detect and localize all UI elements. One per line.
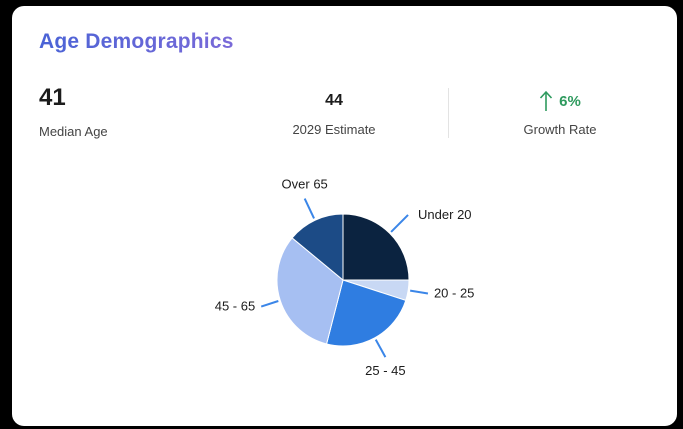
arrow-up-icon	[540, 90, 553, 111]
pie-slice-label: Under 20	[418, 207, 471, 222]
pie-leader-line	[260, 300, 279, 308]
pie-leader-line	[303, 198, 315, 219]
pie-slice	[325, 279, 407, 347]
estimate-metric: 44 2029 Estimate	[274, 92, 394, 137]
card-title: Age Demographics	[39, 30, 234, 53]
pie-slice-label: 25 - 45	[365, 363, 405, 378]
pie-leader-line	[374, 339, 387, 358]
pie-slice-label: 20 - 25	[434, 285, 474, 300]
growth-rate-label: Growth Rate	[523, 122, 597, 137]
pie-slice	[276, 237, 344, 345]
pie-slice-label: Over 65	[282, 177, 328, 192]
metric-divider	[448, 88, 449, 138]
estimate-value: 44	[325, 92, 343, 109]
pie-leader-line	[390, 214, 409, 233]
growth-rate-metric: 6% Growth Rate	[490, 90, 630, 137]
age-demographics-card: Age Demographics 41 Median Age 44 2029 E…	[12, 6, 677, 426]
pie-leader-line	[410, 289, 429, 295]
estimate-label: 2029 Estimate	[292, 122, 376, 137]
growth-value-row: 6%	[490, 90, 630, 112]
pie-slice	[291, 213, 344, 282]
pie-slice-label: 45 - 65	[215, 299, 255, 314]
median-age-value: 41	[39, 84, 66, 111]
age-pie-chart: Under 20 20 - 25 25 - 45 45 - 65 Over 65	[215, 177, 475, 379]
pie-slice	[342, 213, 410, 281]
median-age-metric: 41 Median Age	[39, 84, 108, 139]
median-age-label: Median Age	[39, 124, 108, 139]
growth-rate-value: 6%	[559, 92, 581, 110]
